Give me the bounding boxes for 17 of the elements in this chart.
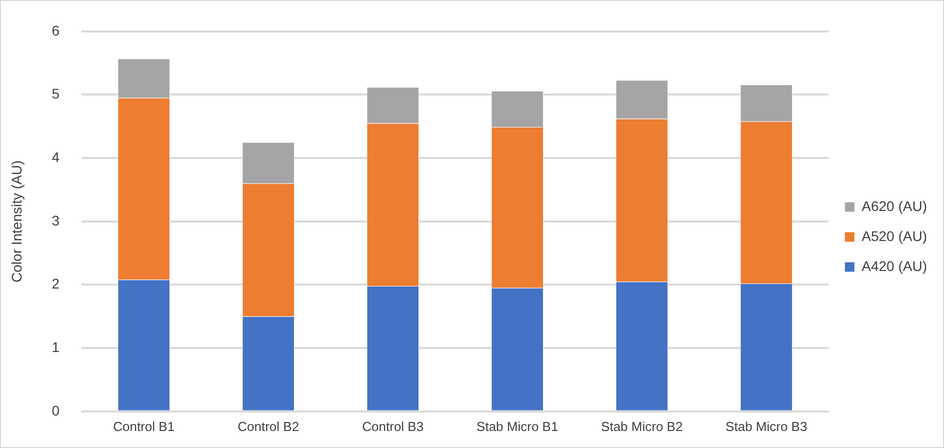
x-tick-label: Stab Micro B3	[726, 418, 808, 434]
y-tick-label: 1	[52, 338, 60, 355]
x-tick-label: Stab Micro B2	[601, 418, 683, 434]
y-tick-label: 3	[52, 212, 60, 228]
y-tick-label: 0	[52, 402, 60, 418]
legend-label: A420 (AU)	[862, 258, 927, 274]
x-tick-label: Control B3	[362, 418, 424, 434]
y-tick-label: 5	[52, 86, 60, 102]
x-tick-label: Control B2	[238, 418, 300, 434]
y-axis-title: Color Intensity (AU)	[8, 160, 24, 282]
x-tick-label: Stab Micro B1	[476, 418, 558, 434]
y-tick-label: 6	[52, 22, 60, 38]
y-tick-label: 4	[52, 148, 60, 165]
y-tick-label: 2	[52, 276, 60, 292]
x-tick-label: Control B1	[113, 418, 175, 434]
legend-label: A620 (AU)	[862, 198, 927, 214]
legend-label: A520 (AU)	[862, 228, 927, 244]
